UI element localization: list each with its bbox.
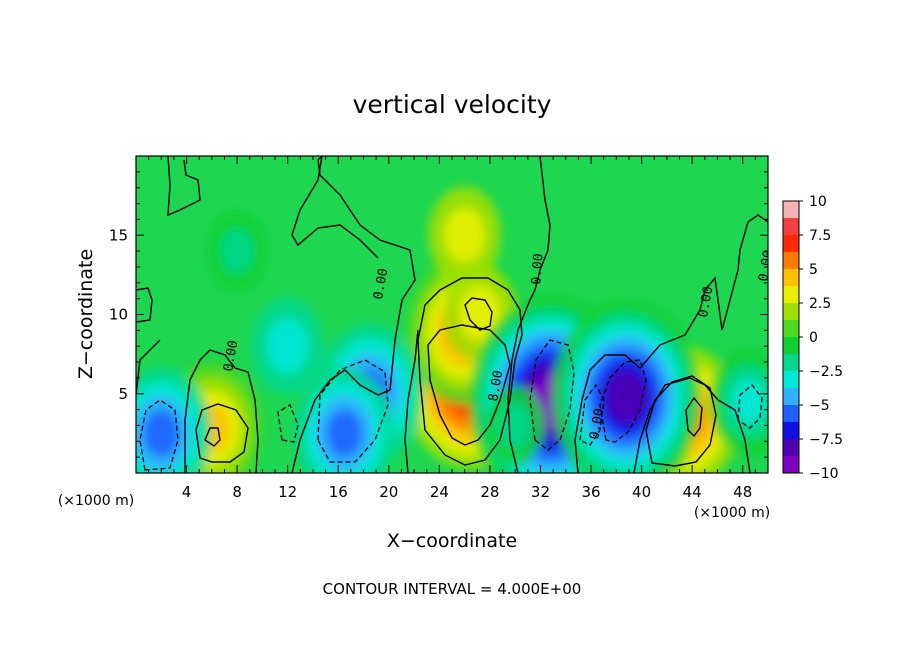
contour-negative <box>737 384 763 429</box>
contour-label: 0.00 <box>529 253 547 286</box>
contour-label: 0.00 <box>696 285 716 318</box>
colorbar-segment <box>783 218 799 236</box>
contour-negative <box>139 399 179 471</box>
contour-label: 0.00 <box>221 339 241 372</box>
colorbar-segment <box>783 405 799 423</box>
y-tick-label: 10 <box>109 306 128 324</box>
contour-positive <box>645 375 717 467</box>
x-axis-title: X−coordinate <box>387 530 517 552</box>
y-axis: 5 10 15 <box>109 171 768 458</box>
contour-negative <box>529 339 575 451</box>
colorbar-label: 10 <box>809 194 827 210</box>
contour-positive <box>204 427 221 447</box>
contour-zero <box>184 349 259 473</box>
heatmap-cell <box>606 370 647 424</box>
y-tick-label: 15 <box>109 226 128 244</box>
contour-labels: 0.00 0.00 0.00 0.00 0.00 0.00 8.00 <box>221 249 776 440</box>
x-tick-label: 32 <box>531 483 550 501</box>
colorbar-segment <box>783 252 799 270</box>
contour-zero <box>136 287 153 323</box>
x-tick-label: 44 <box>683 483 702 501</box>
heatmap-cell <box>266 318 309 374</box>
colorbar-label: 0 <box>809 330 818 346</box>
colorbar-segment <box>783 201 799 219</box>
x-tick-label: 48 <box>733 483 752 501</box>
colorbar-segment <box>783 286 799 304</box>
heatmap-cell <box>443 207 486 264</box>
colorbar-segment <box>783 388 799 406</box>
y-axis-title: Z−coordinate <box>75 249 97 379</box>
contour-zero <box>167 156 201 217</box>
colorbar-segment <box>783 439 799 457</box>
x-tick-label: 24 <box>430 483 449 501</box>
x-tick-label: 8 <box>232 483 242 501</box>
colorbar-label: −7.5 <box>809 432 843 448</box>
chart-title: vertical velocity <box>353 90 552 119</box>
contour-label: 8.00 <box>486 369 506 402</box>
colorbar-label: −2.5 <box>809 364 843 380</box>
contour-positive <box>417 277 523 466</box>
heatmap-cell <box>143 409 180 458</box>
contour-zero <box>291 156 379 259</box>
colorbar-segment <box>783 320 799 338</box>
contour-lines <box>136 156 768 473</box>
contour-positive <box>685 396 703 438</box>
contour-positive <box>464 297 493 331</box>
contour-label: 0.00 <box>756 249 776 282</box>
colorbar-label: 2.5 <box>809 296 831 312</box>
heatmap-cell <box>326 409 363 458</box>
contour-positive <box>195 403 249 463</box>
colorbar-segment <box>783 235 799 253</box>
contour-zero <box>291 156 416 473</box>
x-unit-right: (×1000 m) <box>694 505 770 521</box>
colorbar-segment <box>783 371 799 389</box>
x-tick-label: 40 <box>632 483 651 501</box>
heatmap-cell <box>220 228 254 274</box>
contour-eight <box>427 324 511 446</box>
colorbar-label: 7.5 <box>809 228 831 244</box>
contour-negative <box>579 383 605 446</box>
contour-interval-note: CONTOUR INTERVAL = 4.000E+00 <box>323 580 582 598</box>
x-tick-label: 28 <box>480 483 499 501</box>
contour-label: 0.00 <box>587 407 607 440</box>
x-tick-label: 20 <box>379 483 398 501</box>
x-axis: 4 8 12 16 20 24 28 32 36 40 44 48 <box>148 156 756 501</box>
colorbar-segment <box>783 303 799 321</box>
x-tick-label: 12 <box>278 483 297 501</box>
x-unit-left: (×1000 m) <box>58 493 134 509</box>
contour-zero <box>633 377 751 473</box>
colorbar-segment <box>783 337 799 355</box>
contour-negative <box>599 359 647 443</box>
x-tick-label: 4 <box>182 483 192 501</box>
colorbar-label: 5 <box>809 262 818 278</box>
colorbar-segment <box>783 456 799 474</box>
contour-label: 0.00 <box>371 267 391 300</box>
colorbar-label: −5 <box>809 398 830 414</box>
contour-zero <box>574 214 768 473</box>
colorbar-label: −10 <box>809 466 839 482</box>
contour-negative <box>317 359 389 463</box>
contour-zero <box>404 329 419 473</box>
colorbar-segment <box>783 354 799 372</box>
heatmap-area: 0.00 0.00 0.00 0.00 0.00 0.00 8.00 <box>136 156 776 473</box>
contour-negative <box>277 404 299 443</box>
y-tick-label: 5 <box>118 385 128 403</box>
colorbar-segment <box>783 269 799 287</box>
colorbar-segment <box>783 422 799 440</box>
colorbar: 10 7.5 5 2.5 0 −2.5 −5 −7.5 −10 <box>782 194 843 482</box>
x-tick-label: 36 <box>581 483 600 501</box>
x-tick-label: 16 <box>329 483 348 501</box>
heatmap-cell <box>731 378 767 425</box>
